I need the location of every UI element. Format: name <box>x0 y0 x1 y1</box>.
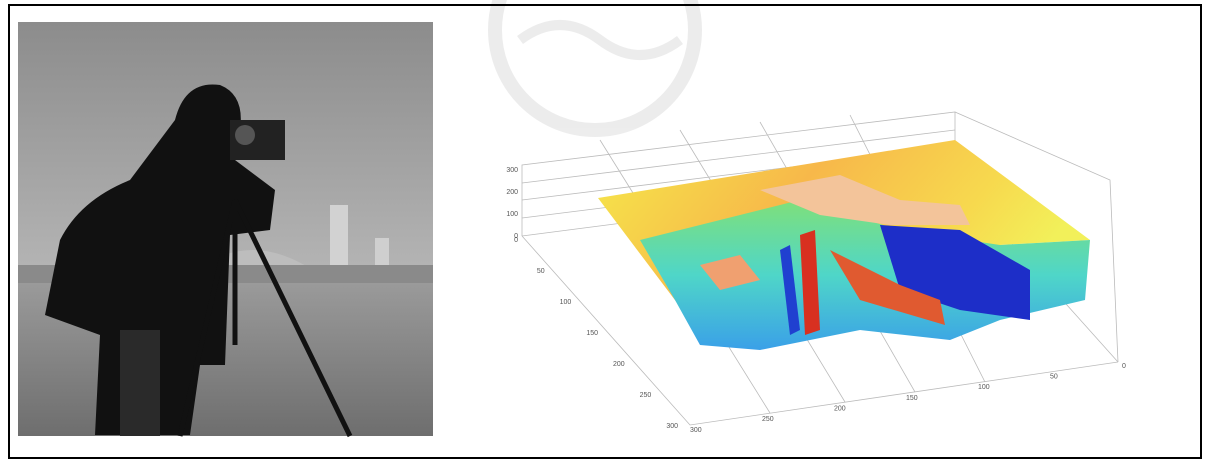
y-tick-label: 200 <box>613 361 625 368</box>
figure: 300 200 100 0 0 50 100 150 200 250 300 300 250 200 150… <box>0 0 1210 464</box>
x-tick-label: 250 <box>762 416 774 423</box>
y-tick-label: 300 <box>666 423 678 430</box>
y-tick-label: 50 <box>537 268 545 275</box>
x-tick-label: 100 <box>978 384 990 391</box>
z-tick-label: 300 <box>506 167 518 174</box>
x-tick-label: 0 <box>1122 363 1126 370</box>
x-tick-label: 300 <box>690 427 702 434</box>
y-tick-label: 150 <box>586 330 598 337</box>
y-tick-label: 250 <box>640 392 652 399</box>
z-tick-label: 100 <box>506 211 518 218</box>
z-tick-label: 200 <box>506 189 518 196</box>
x-tick-label: 50 <box>1050 374 1058 381</box>
x-tick-label: 150 <box>906 395 918 402</box>
cameraman-photo <box>18 22 433 436</box>
x-tick-label: 200 <box>834 406 846 413</box>
page: 300 200 100 0 0 50 100 150 200 250 300 300 250 200 150… <box>0 0 1210 464</box>
y-tick-label: 0 <box>514 237 518 244</box>
y-tick-label: 100 <box>560 299 572 306</box>
